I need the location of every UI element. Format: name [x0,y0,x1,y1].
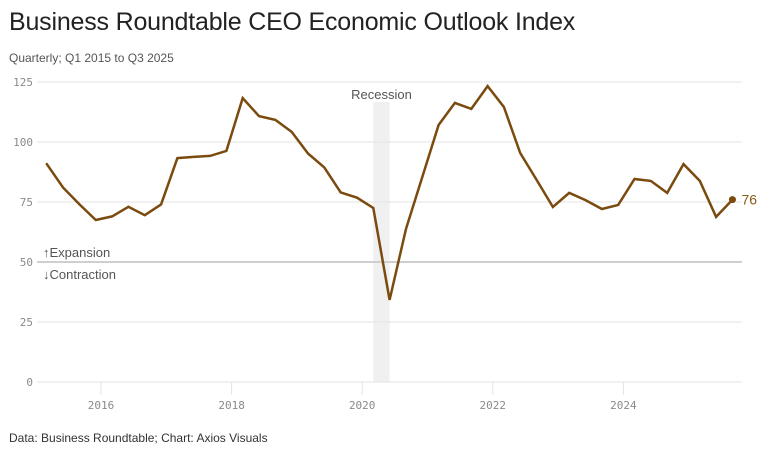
grid-layer [37,81,742,383]
contraction-label: ↓Contraction [43,267,116,282]
recession-band [373,102,390,382]
arrow-up-icon: ↑ [43,245,50,260]
x-tick-label: 2024 [610,399,637,412]
expansion-label: ↑Expansion [43,245,110,260]
end-point-marker [728,196,736,204]
x-tick-label: 2018 [218,399,245,412]
recession-layer [373,102,390,382]
y-tick-label: 25 [20,316,33,329]
x-tick-label: 2022 [480,399,507,412]
x-tick-label: 2016 [88,399,115,412]
recession-label: Recession [351,87,412,102]
x-axis: 2016 2018 2020 2022 2024 [88,382,637,412]
end-value-label: 76 [741,192,757,208]
y-tick-label: 100 [13,136,33,149]
y-tick-label: 75 [20,196,33,209]
series-layer [45,84,736,301]
contraction-text: Contraction [50,267,116,282]
threshold-annotation: ↑Expansion ↓Contraction [43,245,116,282]
y-tick-label: 125 [13,76,33,89]
expansion-text: Expansion [50,245,111,260]
chart-title: Business Roundtable CEO Economic Outlook… [9,8,576,36]
arrow-down-icon: ↓ [43,267,50,282]
y-tick-label: 50 [20,256,33,269]
series-line [45,84,734,301]
x-tick-label: 2020 [349,399,376,412]
chart-subtitle: Quarterly; Q1 2015 to Q3 2025 [9,51,174,65]
y-tick-label: 0 [26,376,33,389]
source-note: Data: Business Roundtable; Chart: Axios … [9,431,268,445]
y-axis: 0 25 50 75 100 125 [13,76,33,389]
